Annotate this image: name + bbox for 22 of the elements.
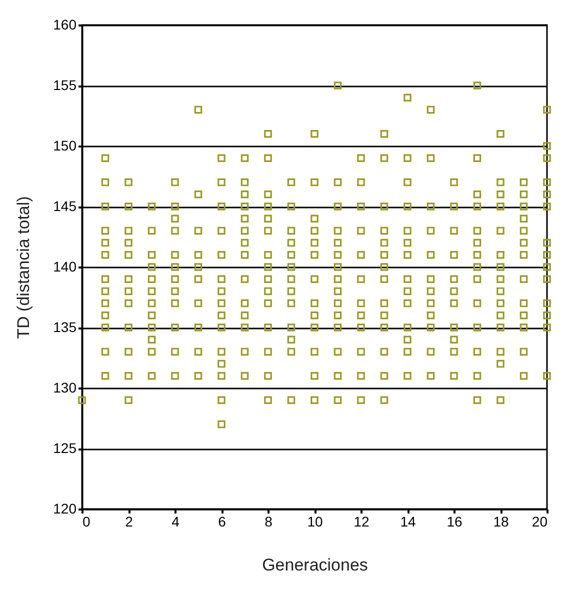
y-tick-label: 135 (53, 319, 77, 335)
y-tick-label: 130 (53, 380, 77, 396)
x-tick-label: 16 (446, 514, 462, 530)
y-tick-label: 155 (53, 77, 77, 93)
x-tick-label: 18 (493, 514, 509, 530)
x-tick-label: 14 (400, 514, 416, 530)
x-tick-label: 6 (218, 514, 226, 530)
x-tick-label: 0 (82, 514, 90, 530)
x-axis-title: Generaciones (262, 556, 368, 574)
y-tick-label: 140 (53, 258, 77, 274)
x-tick-label: 8 (264, 514, 273, 530)
x-tick-label: 4 (172, 514, 180, 530)
y-tick-label: 120 (53, 500, 77, 516)
x-tick-label: 10 (307, 514, 323, 530)
x-tick-label: 2 (125, 514, 134, 530)
y-axis-title: TD (distancia total) (14, 196, 34, 339)
y-tick-label: 150 (53, 138, 77, 154)
y-tick-label: 160 (53, 16, 77, 32)
y-tick-label: 125 (53, 440, 77, 456)
x-tick-label: 12 (354, 514, 370, 530)
x-tick-label: 20 (532, 514, 548, 530)
y-tick-label: 145 (53, 198, 77, 214)
